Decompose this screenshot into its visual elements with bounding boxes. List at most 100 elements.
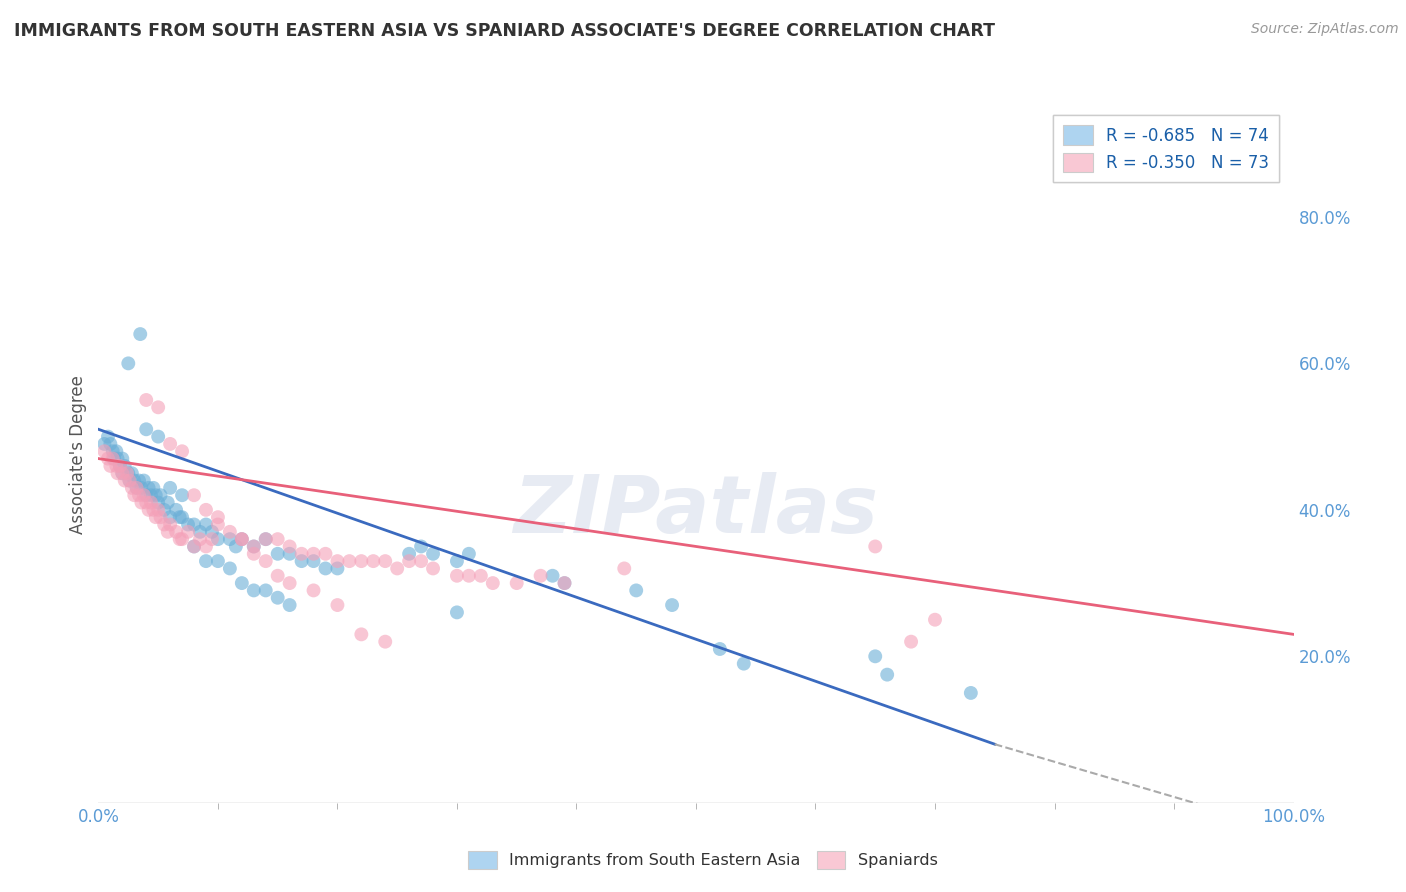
Point [177,517,200,532]
Point [145,488,167,502]
Point [172,532,194,546]
Point [315,561,337,575]
Point [107,451,129,466]
Point [506,576,529,591]
Point [326,561,349,575]
Point [243,547,266,561]
Point [231,532,253,546]
Text: ZIPatlas: ZIPatlas [513,472,879,549]
Point [863,540,887,554]
Point [153,517,176,532]
Point [458,547,481,561]
Point [125,481,148,495]
Point [159,437,181,451]
Point [111,467,134,481]
Text: IMMIGRANTS FROM SOUTH EASTERN ASIA VS SPANIARD ASSOCIATE'S DEGREE CORRELATION CH: IMMIGRANTS FROM SOUTH EASTERN ASIA VS SP… [14,22,995,40]
Point [153,503,176,517]
Point [101,444,124,458]
Point [267,547,290,561]
Point [103,451,125,466]
Point [254,554,277,568]
Point [114,458,136,473]
Point [446,606,468,620]
Point [231,532,253,546]
Point [111,451,134,466]
Legend: Immigrants from South Eastern Asia, Spaniards: Immigrants from South Eastern Asia, Span… [461,845,945,875]
Point [124,474,146,488]
Point [339,554,360,568]
Point [350,554,373,568]
Point [194,503,218,517]
Point [709,642,731,657]
Point [149,488,172,502]
Point [132,488,155,502]
Point [541,568,564,582]
Point [446,554,468,568]
Point [278,547,301,561]
Point [363,554,385,568]
Point [554,576,576,591]
Point [135,488,157,502]
Point [97,429,120,443]
Point [105,444,128,458]
Point [139,495,162,509]
Point [411,554,433,568]
Point [267,568,290,582]
Point [661,598,683,612]
Point [863,649,887,664]
Point [135,422,157,436]
Point [188,524,211,539]
Point [128,488,150,502]
Point [267,532,290,546]
Point [156,495,179,509]
Point [148,495,170,509]
Point [111,467,134,481]
Point [254,532,277,546]
Point [481,576,505,591]
Point [613,561,636,575]
Point [207,532,229,546]
Point [422,561,444,575]
Text: Source: ZipAtlas.com: Source: ZipAtlas.com [1251,22,1399,37]
Point [446,568,468,582]
Point [458,568,481,582]
Point [142,481,165,495]
Point [207,510,229,524]
Point [149,510,172,524]
Point [398,547,420,561]
Point [172,510,194,524]
Point [243,540,266,554]
Point [291,554,314,568]
Point [350,627,373,641]
Point [135,495,157,509]
Point [121,467,143,481]
Point [159,481,181,495]
Point [156,524,179,539]
Point [98,458,122,473]
Point [302,583,325,598]
Point [131,495,153,509]
Point [124,488,146,502]
Point [108,458,131,473]
Point [128,474,150,488]
Y-axis label: Associate's Degree: Associate's Degree [69,376,87,534]
Point [194,554,218,568]
Point [118,474,141,488]
Point [183,517,205,532]
Point [385,561,409,575]
Point [278,540,301,554]
Point [302,547,325,561]
Point [145,510,167,524]
Point [183,488,205,502]
Point [105,458,128,473]
Point [183,540,205,554]
Point [326,554,349,568]
Point [159,510,181,524]
Point [108,458,131,473]
Point [959,686,981,700]
Point [159,517,181,532]
Point [183,540,205,554]
Point [142,503,165,517]
Point [172,444,194,458]
Point [177,524,200,539]
